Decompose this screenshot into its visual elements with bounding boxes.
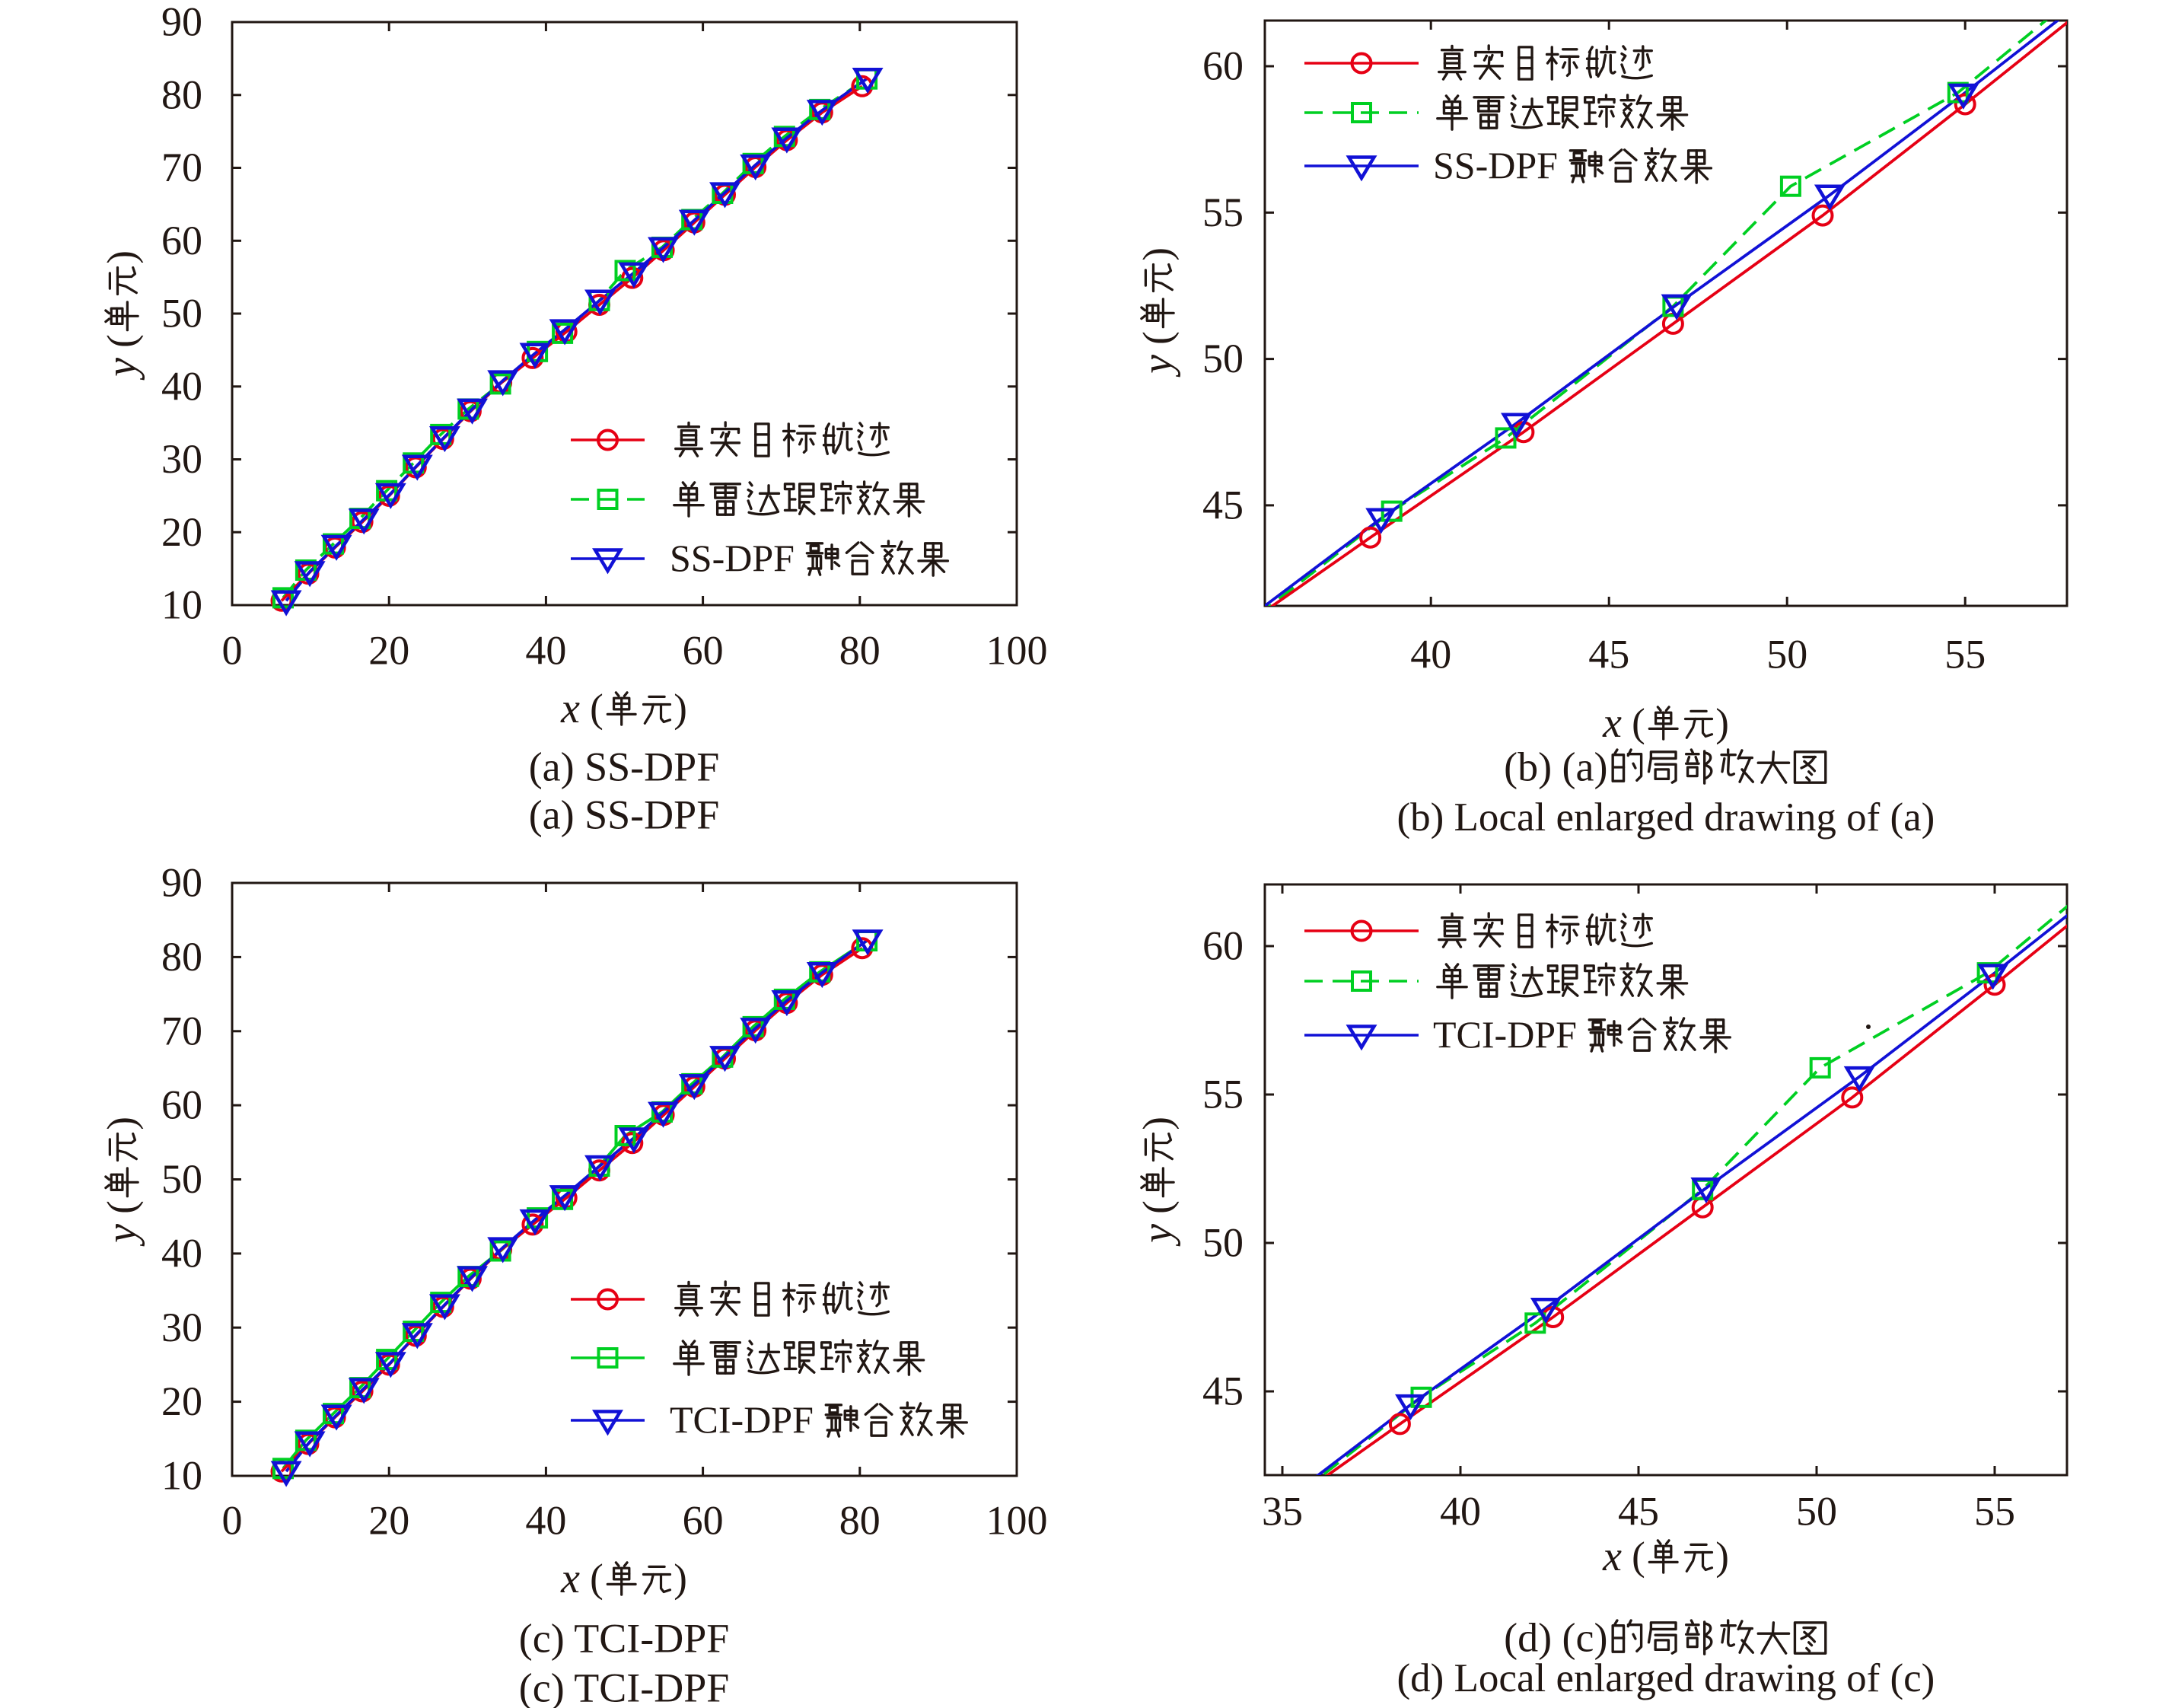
svg-text:55: 55 xyxy=(1202,190,1244,235)
svg-text:x: x xyxy=(560,1555,580,1602)
svg-text:55: 55 xyxy=(1974,1489,2015,1534)
svg-text:x: x xyxy=(560,685,580,732)
svg-text:55: 55 xyxy=(1944,632,1986,677)
svg-text:10: 10 xyxy=(161,1453,202,1499)
svg-text:70: 70 xyxy=(161,145,202,190)
svg-text:80: 80 xyxy=(161,934,202,980)
svg-text:(: ( xyxy=(1622,1534,1645,1579)
svg-text:60: 60 xyxy=(1202,923,1244,969)
svg-text:): ) xyxy=(1715,1534,1729,1579)
svg-text:(: ( xyxy=(580,687,604,731)
svg-text:30: 30 xyxy=(161,1305,202,1350)
svg-text:45: 45 xyxy=(1202,482,1244,527)
svg-text:TCI-DPF: TCI-DPF xyxy=(670,1398,823,1441)
svg-text:35: 35 xyxy=(1262,1489,1303,1534)
svg-text:0: 0 xyxy=(222,628,243,674)
svg-text:(: ( xyxy=(1622,701,1645,745)
svg-text:y: y xyxy=(98,1224,145,1247)
svg-text:30: 30 xyxy=(161,436,202,482)
svg-text:40: 40 xyxy=(525,1498,566,1544)
svg-text:(d) (c): (d) (c) xyxy=(1504,1615,1607,1661)
svg-text:): ) xyxy=(674,1557,687,1601)
svg-text:50: 50 xyxy=(1202,336,1244,381)
svg-text:y: y xyxy=(1134,355,1181,378)
svg-text:(: ( xyxy=(100,334,144,358)
svg-text:50: 50 xyxy=(1796,1489,1837,1534)
svg-text:SS-DPF: SS-DPF xyxy=(670,537,804,579)
svg-text:): ) xyxy=(1135,247,1180,261)
svg-text:(a) SS-DPF: (a) SS-DPF xyxy=(529,744,720,790)
svg-text:40: 40 xyxy=(525,628,566,674)
svg-text:(b) Local enlarged drawing of: (b) Local enlarged drawing of (a) xyxy=(1397,795,1935,840)
svg-text:70: 70 xyxy=(161,1008,202,1053)
svg-text:(a) SS-DPF: (a) SS-DPF xyxy=(529,792,720,838)
svg-text:10: 10 xyxy=(161,582,202,628)
svg-text:80: 80 xyxy=(161,72,202,117)
svg-text:20: 20 xyxy=(368,1498,409,1544)
svg-text:TCI-DPF: TCI-DPF xyxy=(1433,1013,1586,1056)
svg-text:60: 60 xyxy=(683,1498,724,1544)
svg-text:100: 100 xyxy=(986,628,1048,674)
svg-text:40: 40 xyxy=(1440,1489,1481,1534)
svg-text:(b) (a): (b) (a) xyxy=(1504,744,1607,790)
svg-text:90: 90 xyxy=(161,860,202,906)
svg-text:): ) xyxy=(1715,701,1729,745)
svg-text:45: 45 xyxy=(1588,632,1629,677)
svg-text:40: 40 xyxy=(1410,632,1451,677)
svg-text:SS-DPF: SS-DPF xyxy=(1433,144,1568,186)
svg-text:): ) xyxy=(674,687,687,731)
svg-text:60: 60 xyxy=(683,628,724,674)
svg-text:): ) xyxy=(100,1117,144,1130)
svg-text:x: x xyxy=(1602,699,1622,747)
svg-text:20: 20 xyxy=(368,628,409,674)
svg-text:55: 55 xyxy=(1202,1072,1244,1117)
svg-text:20: 20 xyxy=(161,1378,202,1424)
svg-text:(c) TCI-DPF: (c) TCI-DPF xyxy=(519,1616,730,1662)
svg-text:(: ( xyxy=(1135,1200,1180,1224)
svg-text:80: 80 xyxy=(839,1498,881,1544)
svg-text:80: 80 xyxy=(839,628,881,674)
svg-text:100: 100 xyxy=(986,1498,1048,1544)
svg-text:40: 40 xyxy=(161,1230,202,1276)
svg-text:y: y xyxy=(98,358,145,381)
svg-text:60: 60 xyxy=(161,218,202,263)
svg-text:50: 50 xyxy=(1202,1220,1244,1266)
svg-text:(: ( xyxy=(580,1557,604,1601)
svg-text:60: 60 xyxy=(1202,43,1244,89)
svg-text:50: 50 xyxy=(161,291,202,336)
svg-text:x: x xyxy=(1602,1533,1622,1580)
svg-text:50: 50 xyxy=(161,1156,202,1202)
svg-text:y: y xyxy=(1134,1224,1181,1247)
svg-text:(: ( xyxy=(100,1200,144,1224)
svg-text:(c) TCI-DPF: (c) TCI-DPF xyxy=(519,1665,730,1708)
svg-text:): ) xyxy=(100,250,144,264)
svg-text:50: 50 xyxy=(1766,632,1807,677)
svg-text:20: 20 xyxy=(161,509,202,555)
svg-text:90: 90 xyxy=(161,0,202,45)
svg-text:60: 60 xyxy=(161,1082,202,1128)
svg-text:45: 45 xyxy=(1202,1369,1244,1414)
svg-text:40: 40 xyxy=(161,363,202,409)
svg-text:): ) xyxy=(1135,1117,1180,1130)
svg-text:(d) Local enlarged drawing of: (d) Local enlarged drawing of (c) xyxy=(1397,1656,1935,1700)
svg-text:0: 0 xyxy=(222,1498,243,1544)
svg-text:(: ( xyxy=(1135,331,1180,355)
svg-text:45: 45 xyxy=(1618,1489,1659,1534)
